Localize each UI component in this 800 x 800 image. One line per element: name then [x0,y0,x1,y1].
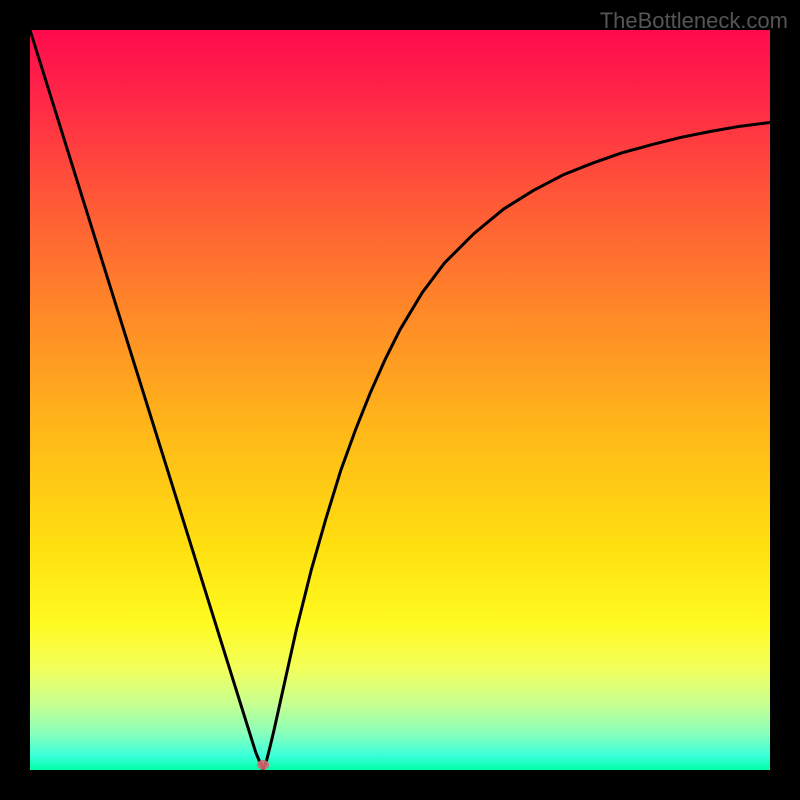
watermark-text: TheBottleneck.com [600,8,788,34]
plot-area [30,30,770,770]
gradient-background [30,30,770,770]
